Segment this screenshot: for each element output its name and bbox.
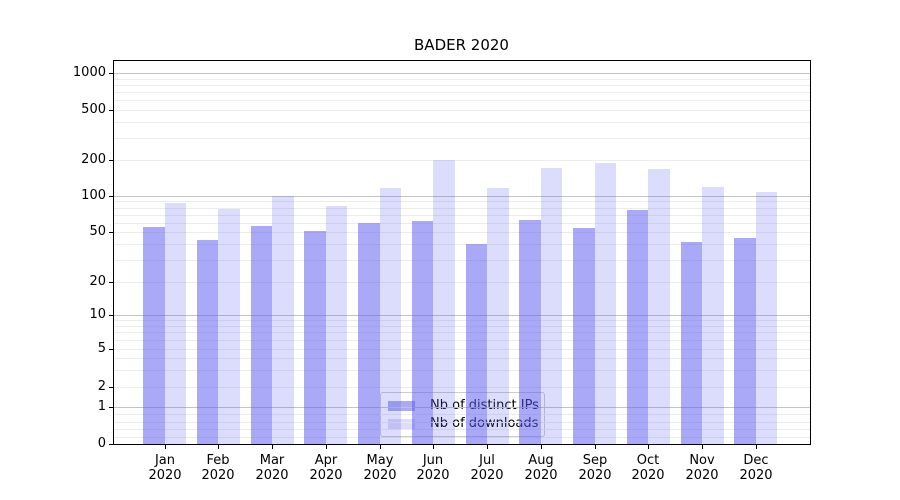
x-axis-tick-label: Aug 2020 <box>509 453 573 483</box>
y-tick-mark <box>109 387 113 388</box>
y-tick-mark <box>109 196 113 197</box>
x-axis-tick-label-year: 2020 <box>739 468 773 483</box>
chart-title: BADER 2020 <box>414 36 509 54</box>
y-tick-mark <box>109 160 113 161</box>
x-tick-mark <box>433 445 434 449</box>
bar-distinct-ips <box>196 240 219 444</box>
y-tick-mark <box>109 315 113 316</box>
y-axis-tick-label: 200 <box>81 152 106 167</box>
y-tick-mark <box>109 232 113 233</box>
y-axis-tick-label: 5 <box>97 341 106 356</box>
legend-item-distinct-ips: Nb of distinct IPs <box>388 398 539 413</box>
x-axis-tick-label-year: 2020 <box>416 468 450 483</box>
gridline-minor <box>113 85 810 86</box>
gridline-minor <box>113 100 810 101</box>
x-axis-tick-label: Oct 2020 <box>616 453 680 483</box>
bar-distinct-ips <box>465 244 488 444</box>
bar-distinct-ips <box>411 220 434 444</box>
gridline-minor <box>113 110 810 111</box>
x-axis-tick-label-year: 2020 <box>201 468 235 483</box>
x-axis-tick-label-year: 2020 <box>255 468 289 483</box>
bar-downloads <box>218 208 240 444</box>
x-axis-tick-label-year: 2020 <box>578 468 612 483</box>
bar-downloads <box>648 169 670 444</box>
x-tick-mark <box>756 445 757 449</box>
legend-swatch-distinct-ips <box>388 400 415 411</box>
bar-downloads <box>164 203 186 444</box>
x-axis-tick-label: May 2020 <box>348 453 412 483</box>
x-axis-tick-label: Jun 2020 <box>401 453 465 483</box>
bar-distinct-ips <box>250 226 273 444</box>
x-axis-tick-label-year: 2020 <box>309 468 343 483</box>
x-axis-tick-label-year: 2020 <box>524 468 558 483</box>
x-tick-mark <box>326 445 327 449</box>
bar-downloads <box>755 191 778 444</box>
y-tick-mark <box>109 444 113 445</box>
gridline-minor <box>113 160 810 161</box>
y-tick-mark <box>109 407 113 408</box>
y-axis-tick-label: 500 <box>81 102 106 117</box>
gridline-minor <box>113 122 810 123</box>
y-axis-tick-label: 1 <box>97 399 106 414</box>
y-tick-mark <box>109 110 113 111</box>
legend-swatch-downloads <box>388 418 415 429</box>
bar-downloads <box>325 206 348 444</box>
x-axis-tick-label: Jul 2020 <box>455 453 519 483</box>
legend-item-downloads: Nb of downloads <box>388 416 538 431</box>
x-axis-tick-label-year: 2020 <box>631 468 665 483</box>
bar-distinct-ips <box>304 230 326 444</box>
bar-distinct-ips <box>626 209 649 444</box>
x-tick-mark <box>595 445 596 449</box>
x-axis-tick-label-year: 2020 <box>470 468 504 483</box>
bar-distinct-ips <box>680 241 703 444</box>
x-axis-tick-label: Apr 2020 <box>294 453 358 483</box>
bar-downloads <box>594 163 617 444</box>
x-tick-mark <box>541 445 542 449</box>
y-tick-mark <box>109 349 113 350</box>
gridline-minor <box>113 92 810 93</box>
x-tick-mark <box>648 445 649 449</box>
x-tick-mark <box>218 445 219 449</box>
bar-distinct-ips <box>573 228 595 444</box>
y-axis-tick-label: 100 <box>81 188 106 203</box>
x-axis-tick-label: Mar 2020 <box>240 453 304 483</box>
x-tick-mark <box>380 445 381 449</box>
x-tick-mark <box>702 445 703 449</box>
y-axis-tick-label: 20 <box>89 274 106 289</box>
y-tick-mark <box>109 73 113 74</box>
gridline-minor <box>113 138 810 139</box>
x-axis-tick-label-year: 2020 <box>685 468 719 483</box>
y-axis-tick-label: 50 <box>89 224 106 239</box>
x-axis-tick-label: Sep 2020 <box>563 453 627 483</box>
x-axis-tick-label-year: 2020 <box>363 468 397 483</box>
y-axis-tick-label: 1000 <box>72 65 106 80</box>
x-axis-tick-label: Dec 2020 <box>724 453 788 483</box>
bar-downloads <box>272 196 294 444</box>
x-axis-tick-label: Jan 2020 <box>133 453 197 483</box>
bar-downloads <box>379 187 402 444</box>
gridline-minor <box>113 79 810 80</box>
bar-downloads <box>702 187 724 444</box>
x-axis-tick-label: Nov 2020 <box>670 453 734 483</box>
gridline-major <box>113 73 810 74</box>
bar-distinct-ips <box>358 222 380 444</box>
y-axis-tick-label: 0 <box>97 436 106 451</box>
y-axis-tick-label: 2 <box>97 379 106 394</box>
x-axis-tick-label: Feb 2020 <box>186 453 250 483</box>
bar-distinct-ips <box>734 237 756 444</box>
y-tick-mark <box>109 282 113 283</box>
bar-downloads <box>487 188 509 444</box>
bar-distinct-ips <box>143 227 165 444</box>
x-tick-mark <box>272 445 273 449</box>
x-tick-mark <box>487 445 488 449</box>
x-tick-mark <box>165 445 166 449</box>
bar-downloads <box>433 159 455 444</box>
y-axis-tick-label: 10 <box>89 307 106 322</box>
bar-downloads <box>540 168 563 444</box>
x-axis-tick-label-year: 2020 <box>148 468 182 483</box>
bar-distinct-ips <box>519 219 541 444</box>
